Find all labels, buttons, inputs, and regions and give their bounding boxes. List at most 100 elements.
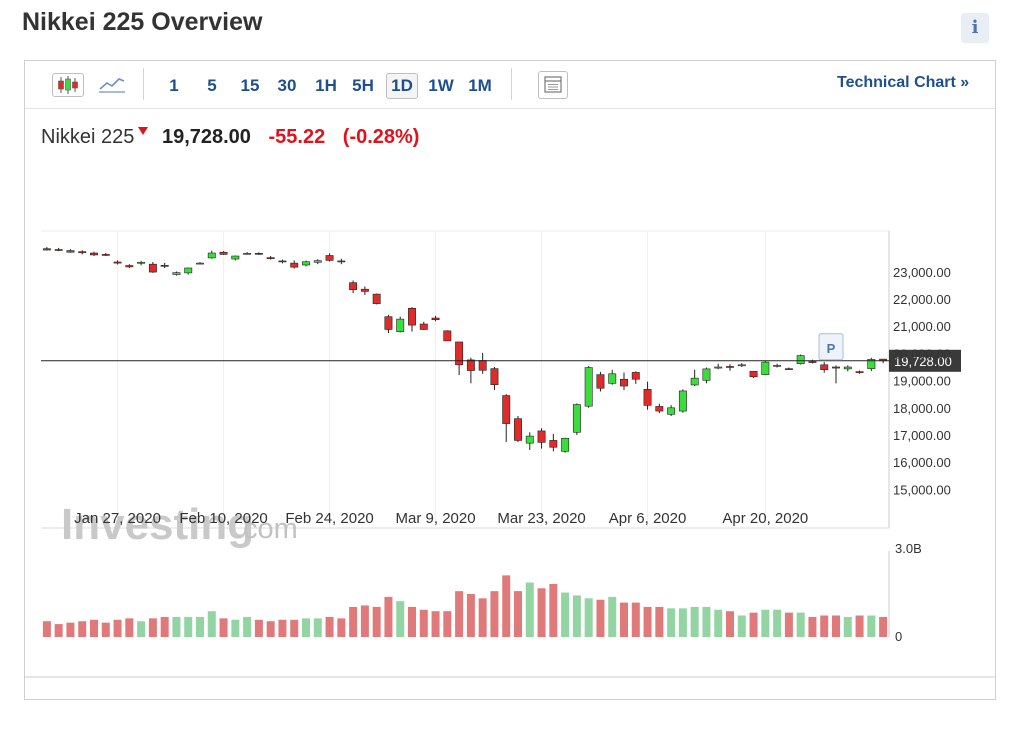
candle-body (655, 406, 664, 412)
interval-1h[interactable]: 1H (315, 76, 337, 95)
volume-bar (243, 616, 252, 637)
volume-bar (384, 596, 393, 637)
candle-body (749, 371, 758, 378)
candle-body (231, 255, 240, 260)
volume-bar (254, 619, 263, 637)
candle-body (608, 373, 617, 384)
volume-bar (184, 616, 193, 637)
volume-bar (714, 609, 723, 637)
interval-1mo[interactable]: 1M (468, 76, 492, 95)
volume-bar (584, 598, 593, 637)
volume-bar (667, 608, 676, 637)
interval-5h[interactable]: 5H (352, 76, 374, 95)
candle-body (466, 359, 475, 371)
volume-bar (372, 606, 381, 637)
candle-body (184, 267, 193, 274)
volume-bar (879, 616, 888, 637)
volume-bar (148, 618, 157, 637)
volume-bar (66, 622, 75, 637)
line-chart-icon[interactable] (97, 73, 127, 97)
volume-bar (78, 621, 87, 637)
candle-body (525, 435, 534, 444)
candle-body (384, 316, 393, 330)
candle-body (773, 365, 782, 367)
last-price: 19,728.00 (161, 126, 251, 148)
candle-body (243, 253, 252, 255)
volume-bar (301, 618, 311, 637)
candle-body (302, 261, 310, 266)
candle-body (726, 366, 734, 368)
candle-body (855, 371, 864, 373)
interval-30m[interactable]: 30 (277, 76, 297, 95)
candle-body (266, 257, 275, 259)
volume-bar (784, 612, 793, 637)
y-tick-label: 20,000.00 (893, 346, 951, 361)
candle-body (408, 307, 416, 326)
volume-bar (337, 618, 346, 637)
y-tick-label: 17,000.00 (893, 428, 951, 443)
y-tick-label: 23,000.00 (893, 265, 951, 280)
candle-body (101, 254, 110, 256)
volume-bar (549, 583, 558, 637)
candle-body (207, 252, 216, 259)
volume-bar (278, 619, 287, 637)
interval-1m[interactable]: 1 (169, 76, 179, 95)
quote-header: Nikkei 225 19,728.00 -55.22 (-0.28%) (41, 126, 419, 149)
candle-body (820, 364, 829, 371)
candle-body (631, 372, 640, 380)
volume-bar (325, 616, 334, 637)
volume-bar (160, 616, 169, 637)
candlestick-icon[interactable] (52, 73, 84, 97)
volume-bar (561, 592, 570, 637)
candle-body (360, 288, 369, 292)
volume-bar (478, 598, 487, 637)
volume-bar (219, 618, 228, 637)
candle-body (431, 317, 440, 320)
volume-bar (690, 606, 699, 637)
chart-widget: 1 5 15 30 1H 5H 1D 1W 1M Technical Chart… (24, 60, 996, 700)
chart-settings-icon[interactable] (538, 71, 568, 99)
volume-bar (749, 612, 758, 637)
volume-bar (455, 591, 464, 637)
candle-body (667, 407, 676, 415)
y-tick-label: 21,000.00 (893, 319, 951, 334)
volume-bar (678, 608, 687, 637)
volume-bar (737, 615, 746, 637)
interval-15m[interactable]: 15 (240, 76, 260, 95)
volume-bar (855, 615, 864, 637)
x-tick-label: Feb 24, 2020 (285, 510, 373, 527)
volume-bar (231, 619, 240, 637)
volume-bar (89, 619, 99, 637)
interval-5m[interactable]: 5 (207, 76, 217, 95)
last-price-label: 19,728.00 (894, 354, 952, 369)
candle-body (702, 368, 711, 381)
x-tick-label: Jan 27, 2020 (74, 510, 161, 527)
volume-bar (101, 622, 110, 637)
volume-bar (113, 619, 122, 637)
y-tick-label: 19,000.00 (893, 374, 951, 389)
volume-bar (313, 618, 322, 637)
candle-body (832, 366, 840, 369)
candle-body (160, 264, 169, 267)
volume-bar (490, 591, 499, 637)
candle-body (584, 367, 593, 407)
interval-1w[interactable]: 1W (428, 76, 454, 95)
volume-bar (137, 621, 146, 637)
watermark: Investing .com (61, 500, 298, 549)
candle-body (572, 404, 581, 433)
candle-body (867, 359, 876, 369)
volume-bar (407, 606, 417, 637)
technical-chart-link[interactable]: Technical Chart » (837, 74, 970, 91)
volume-bar (513, 591, 523, 637)
candle-body (313, 260, 322, 263)
candle-body (596, 374, 605, 389)
info-icon[interactable]: i (961, 13, 989, 43)
candle-body (278, 260, 287, 263)
interval-1d[interactable]: 1D (386, 73, 418, 99)
candle-body (784, 368, 793, 370)
candle-body (514, 418, 522, 441)
last-price-box (889, 349, 961, 372)
volume-bar (419, 609, 428, 637)
price-chart[interactable]: Investing .com 19,728.00 23,000.00 22,000… (25, 161, 995, 741)
volume-bar (502, 575, 511, 637)
